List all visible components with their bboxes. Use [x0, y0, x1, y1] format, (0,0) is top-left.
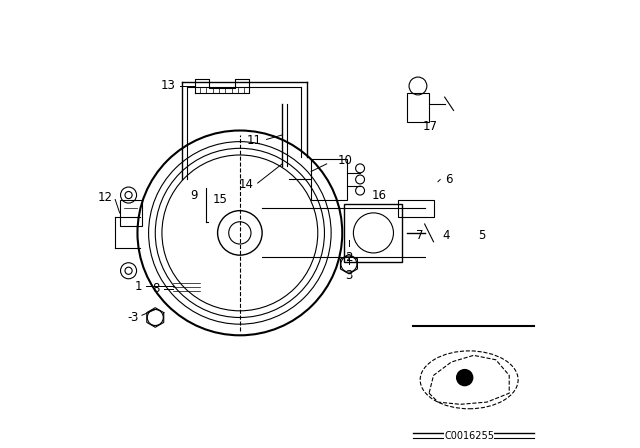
Text: -: -: [128, 311, 132, 324]
Bar: [407, 93, 429, 121]
Text: 3: 3: [130, 311, 138, 324]
Bar: [344, 204, 403, 262]
Bar: [120, 199, 142, 226]
Text: 3: 3: [345, 269, 353, 282]
Text: 15: 15: [212, 193, 227, 206]
Text: 4: 4: [442, 228, 450, 241]
Text: 17: 17: [422, 120, 437, 133]
Circle shape: [457, 370, 473, 386]
Text: C0016255: C0016255: [444, 431, 494, 441]
Text: 10: 10: [338, 154, 353, 167]
Text: 13: 13: [161, 79, 175, 92]
Text: 16: 16: [371, 189, 386, 202]
Text: 14: 14: [238, 178, 253, 191]
Text: 8: 8: [152, 282, 160, 295]
Text: 9: 9: [190, 189, 198, 202]
Bar: [398, 199, 433, 217]
Text: 1: 1: [134, 280, 142, 293]
Text: 12: 12: [98, 191, 113, 204]
Text: 11: 11: [247, 134, 262, 147]
Text: 7: 7: [416, 228, 423, 241]
Text: 6: 6: [445, 173, 452, 186]
Text: 5: 5: [478, 228, 485, 241]
Bar: [311, 159, 347, 199]
Text: 2: 2: [345, 251, 353, 264]
